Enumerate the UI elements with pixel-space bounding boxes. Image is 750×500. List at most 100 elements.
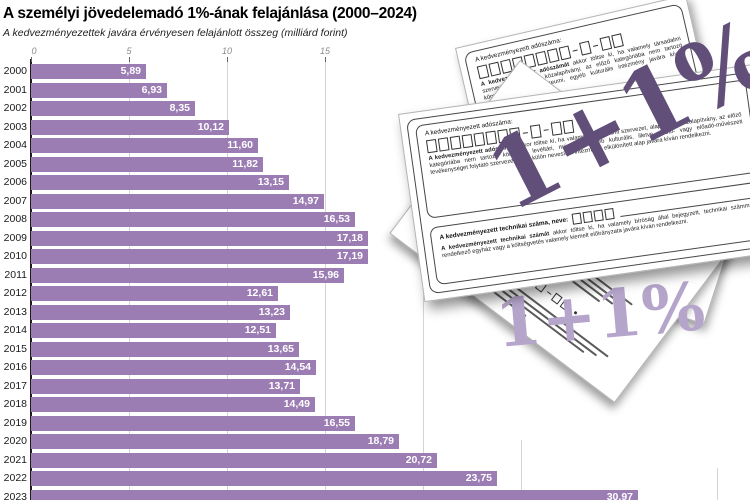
bar-value-label: 11,60 [227, 139, 253, 151]
year-label: 2006 [3, 176, 27, 188]
gridline [423, 283, 424, 500]
bar-value-label: 5,89 [120, 65, 141, 77]
page-subtitle: A kedvezményezettek javára érvényesen fe… [3, 27, 348, 39]
year-label: 2002 [3, 102, 27, 114]
bar-value-label: 11,82 [232, 157, 258, 170]
year-label: 2007 [3, 194, 27, 207]
form-box-cell [449, 135, 462, 150]
bar: 14,97 [31, 193, 324, 209]
x-axis-tick [325, 57, 326, 62]
bar-value-label: 6,93 [141, 83, 162, 96]
form-box-cell [562, 119, 575, 135]
form-box-cell [599, 35, 613, 51]
bar-value-label: 13,15 [257, 176, 284, 188]
form-box-cell [582, 211, 593, 224]
year-label: 2015 [3, 342, 27, 355]
bar-value-label: 13,65 [267, 342, 294, 355]
bar-value-label: 13,23 [258, 305, 285, 318]
x-axis-tick [129, 57, 130, 62]
bar-value-label: 8,35 [169, 102, 190, 114]
bar-value-label: 16,55 [323, 416, 350, 429]
bar-value-label: 13,71 [268, 379, 295, 392]
bar: 16,55 [31, 415, 355, 431]
year-label: 2008 [3, 213, 27, 225]
x-axis-tick [31, 57, 32, 62]
form-box-cell [473, 132, 486, 147]
bar-value-label: 15,96 [312, 268, 339, 281]
bar: 14,49 [31, 397, 315, 412]
bar-value-label: 10,12 [197, 120, 224, 133]
x-axis-tick [227, 57, 228, 62]
year-label: 2009 [3, 231, 27, 244]
bar: 17,18 [31, 230, 368, 246]
form-box-cell [529, 124, 542, 139]
year-label: 2011 [4, 268, 27, 281]
form-box-cell [425, 138, 438, 154]
bar-value-label: 14,49 [283, 398, 310, 410]
form-box-cell [485, 130, 498, 145]
form-box-cell [497, 128, 509, 144]
bar: 20,72 [31, 452, 437, 468]
bar-value-label: 12,51 [244, 324, 271, 336]
gridline [717, 468, 718, 500]
year-label: 2014 [3, 324, 27, 336]
bar-value-label: 23,75 [465, 472, 492, 484]
year-label: 2020 [3, 435, 27, 447]
form-box-cell [550, 121, 563, 136]
bar: 13,71 [31, 378, 300, 394]
bar: 14,54 [31, 360, 316, 375]
form-box-cell [611, 33, 624, 49]
bar: 13,15 [31, 175, 289, 190]
bar: 8,35 [31, 101, 195, 116]
form-box-cell [593, 209, 604, 222]
bar: 13,23 [31, 304, 290, 320]
bar: 10,12 [31, 119, 229, 135]
bar-value-label: 17,18 [336, 231, 363, 244]
form-box-cell [535, 50, 548, 66]
bar: 11,60 [31, 138, 258, 153]
form-box-cell [604, 208, 615, 221]
year-label: 2023 [3, 490, 27, 500]
year-label: 2022 [3, 472, 27, 484]
bar: 15,96 [31, 267, 344, 283]
bar: 23,75 [31, 471, 497, 486]
bar: 12,61 [31, 286, 278, 301]
year-label: 2017 [3, 379, 27, 392]
form-box-cell [558, 45, 572, 61]
form-box-cell [571, 212, 582, 225]
year-label: 2012 [3, 287, 27, 299]
bar-value-label: 14,97 [292, 194, 319, 207]
bar-value-label: 18,79 [367, 435, 394, 447]
x-axis-tick-label: 10 [221, 46, 232, 56]
bar: 6,93 [31, 82, 167, 98]
page-title: A személyi jövedelemadó 1%-ának felajánl… [3, 5, 417, 22]
year-label: 2003 [3, 120, 27, 133]
year-label: 2005 [3, 157, 27, 170]
bar: 30,97 [31, 489, 638, 500]
bar: 17,19 [31, 249, 368, 264]
bar-value-label: 17,19 [336, 250, 363, 262]
form-box-cell [559, 299, 572, 312]
bar: 11,82 [31, 156, 263, 172]
form-box-cell [437, 137, 450, 152]
year-label: 2016 [3, 361, 27, 373]
form-box-cell [546, 48, 560, 64]
year-label: 2013 [3, 305, 27, 318]
bar-value-label: 20,72 [405, 453, 432, 466]
year-label: 2004 [3, 139, 27, 151]
bar-value-label: 30,97 [606, 490, 633, 500]
bar: 16,53 [31, 212, 355, 227]
form-box-cell [509, 127, 521, 142]
bar: 12,51 [31, 323, 276, 338]
year-label: 2010 [3, 250, 27, 262]
year-label: 2021 [3, 453, 27, 466]
bar-value-label: 16,53 [323, 213, 350, 225]
form-box-cell [488, 61, 502, 77]
form-box-cell [579, 40, 592, 56]
year-label: 2001 [3, 83, 27, 96]
x-axis-tick-label: 0 [31, 46, 37, 56]
form-box-cell [476, 64, 490, 80]
bar-value-label: 14,54 [284, 361, 311, 373]
